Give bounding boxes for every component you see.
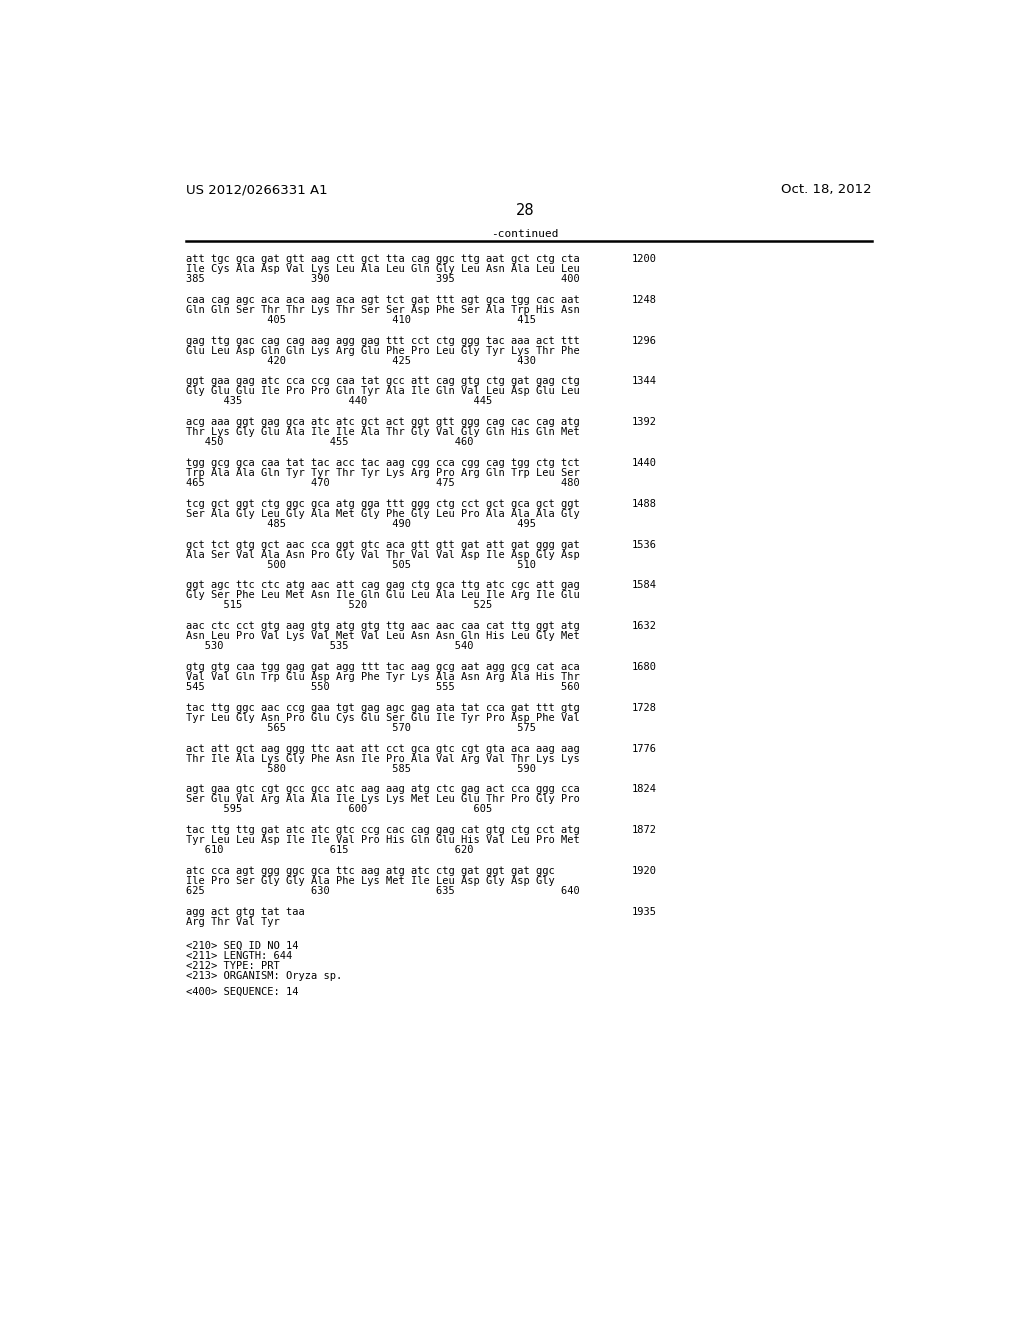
- Text: att tgc gca gat gtt aag ctt gct tta cag ggc ttg aat gct ctg cta: att tgc gca gat gtt aag ctt gct tta cag …: [186, 253, 580, 264]
- Text: 450                 455                 460: 450 455 460: [186, 437, 474, 447]
- Text: 625                 630                 635                 640: 625 630 635 640: [186, 886, 580, 896]
- Text: 580                 585                 590: 580 585 590: [186, 763, 537, 774]
- Text: 1536: 1536: [632, 540, 656, 549]
- Text: tac ttg ggc aac ccg gaa tgt gag agc gag ata tat cca gat ttt gtg: tac ttg ggc aac ccg gaa tgt gag agc gag …: [186, 702, 580, 713]
- Text: 28: 28: [515, 203, 535, 218]
- Text: gag ttg gac cag cag aag agg gag ttt cct ctg ggg tac aaa act ttt: gag ttg gac cag cag aag agg gag ttt cct …: [186, 335, 580, 346]
- Text: 1200: 1200: [632, 253, 656, 264]
- Text: <400> SEQUENCE: 14: <400> SEQUENCE: 14: [186, 987, 299, 997]
- Text: Ile Cys Ala Asp Val Lys Leu Ala Leu Gln Gly Leu Asn Ala Leu Leu: Ile Cys Ala Asp Val Lys Leu Ala Leu Gln …: [186, 264, 580, 273]
- Text: Val Val Gln Trp Glu Asp Arg Phe Tyr Lys Ala Asn Arg Ala His Thr: Val Val Gln Trp Glu Asp Arg Phe Tyr Lys …: [186, 672, 580, 682]
- Text: gtg gtg caa tgg gag gat agg ttt tac aag gcg aat agg gcg cat aca: gtg gtg caa tgg gag gat agg ttt tac aag …: [186, 663, 580, 672]
- Text: 545                 550                 555                 560: 545 550 555 560: [186, 682, 580, 692]
- Text: 1824: 1824: [632, 784, 656, 795]
- Text: 1488: 1488: [632, 499, 656, 508]
- Text: Ser Ala Gly Leu Gly Ala Met Gly Phe Gly Leu Pro Ala Ala Ala Gly: Ser Ala Gly Leu Gly Ala Met Gly Phe Gly …: [186, 508, 580, 519]
- Text: 1440: 1440: [632, 458, 656, 467]
- Text: tac ttg ttg gat atc atc gtc ccg cac cag gag cat gtg ctg cct atg: tac ttg ttg gat atc atc gtc ccg cac cag …: [186, 825, 580, 836]
- Text: agg act gtg tat taa: agg act gtg tat taa: [186, 907, 305, 917]
- Text: 1296: 1296: [632, 335, 656, 346]
- Text: Asn Leu Pro Val Lys Val Met Val Leu Asn Asn Gln His Leu Gly Met: Asn Leu Pro Val Lys Val Met Val Leu Asn …: [186, 631, 580, 642]
- Text: Tyr Leu Leu Asp Ile Ile Val Pro His Gln Glu His Val Leu Pro Met: Tyr Leu Leu Asp Ile Ile Val Pro His Gln …: [186, 836, 580, 845]
- Text: acg aaa ggt gag gca atc atc gct act ggt gtt ggg cag cac cag atg: acg aaa ggt gag gca atc atc gct act ggt …: [186, 417, 580, 428]
- Text: 500                 505                 510: 500 505 510: [186, 560, 537, 569]
- Text: 595                 600                 605: 595 600 605: [186, 804, 493, 814]
- Text: tgg gcg gca caa tat tac acc tac aag cgg cca cgg cag tgg ctg tct: tgg gcg gca caa tat tac acc tac aag cgg …: [186, 458, 580, 467]
- Text: -continued: -continued: [492, 230, 558, 239]
- Text: 1776: 1776: [632, 743, 656, 754]
- Text: 1920: 1920: [632, 866, 656, 876]
- Text: Gln Gln Ser Thr Thr Lys Thr Ser Ser Asp Phe Ser Ala Trp His Asn: Gln Gln Ser Thr Thr Lys Thr Ser Ser Asp …: [186, 305, 580, 314]
- Text: gct tct gtg gct aac cca ggt gtc aca gtt gtt gat att gat ggg gat: gct tct gtg gct aac cca ggt gtc aca gtt …: [186, 540, 580, 549]
- Text: act att gct aag ggg ttc aat att cct gca gtc cgt gta aca aag aag: act att gct aag ggg ttc aat att cct gca …: [186, 743, 580, 754]
- Text: 405                 410                 415: 405 410 415: [186, 314, 537, 325]
- Text: 1392: 1392: [632, 417, 656, 428]
- Text: <211> LENGTH: 644: <211> LENGTH: 644: [186, 950, 293, 961]
- Text: 385                 390                 395                 400: 385 390 395 400: [186, 275, 580, 284]
- Text: 1872: 1872: [632, 825, 656, 836]
- Text: 565                 570                 575: 565 570 575: [186, 723, 537, 733]
- Text: Glu Leu Asp Gln Gln Lys Arg Glu Phe Pro Leu Gly Tyr Lys Thr Phe: Glu Leu Asp Gln Gln Lys Arg Glu Phe Pro …: [186, 346, 580, 355]
- Text: <210> SEQ ID NO 14: <210> SEQ ID NO 14: [186, 941, 299, 950]
- Text: caa cag agc aca aca aag aca agt tct gat ttt agt gca tgg cac aat: caa cag agc aca aca aag aca agt tct gat …: [186, 294, 580, 305]
- Text: ggt gaa gag atc cca ccg caa tat gcc att cag gtg ctg gat gag ctg: ggt gaa gag atc cca ccg caa tat gcc att …: [186, 376, 580, 387]
- Text: aac ctc cct gtg aag gtg atg gtg ttg aac aac caa cat ttg ggt atg: aac ctc cct gtg aag gtg atg gtg ttg aac …: [186, 622, 580, 631]
- Text: tcg gct ggt ctg ggc gca atg gga ttt ggg ctg cct gct gca gct ggt: tcg gct ggt ctg ggc gca atg gga ttt ggg …: [186, 499, 580, 508]
- Text: Ala Ser Val Ala Asn Pro Gly Val Thr Val Val Asp Ile Asp Gly Asp: Ala Ser Val Ala Asn Pro Gly Val Thr Val …: [186, 549, 580, 560]
- Text: Gly Ser Phe Leu Met Asn Ile Gln Glu Leu Ala Leu Ile Arg Ile Glu: Gly Ser Phe Leu Met Asn Ile Gln Glu Leu …: [186, 590, 580, 601]
- Text: Gly Glu Glu Ile Pro Pro Gln Tyr Ala Ile Gln Val Leu Asp Glu Leu: Gly Glu Glu Ile Pro Pro Gln Tyr Ala Ile …: [186, 387, 580, 396]
- Text: 1632: 1632: [632, 622, 656, 631]
- Text: US 2012/0266331 A1: US 2012/0266331 A1: [186, 183, 328, 197]
- Text: 515                 520                 525: 515 520 525: [186, 601, 493, 610]
- Text: Ile Pro Ser Gly Gly Ala Phe Lys Met Ile Leu Asp Gly Asp Gly: Ile Pro Ser Gly Gly Ala Phe Lys Met Ile …: [186, 876, 555, 886]
- Text: agt gaa gtc cgt gcc gcc atc aag aag atg ctc gag act cca ggg cca: agt gaa gtc cgt gcc gcc atc aag aag atg …: [186, 784, 580, 795]
- Text: 485                 490                 495: 485 490 495: [186, 519, 537, 529]
- Text: 1584: 1584: [632, 581, 656, 590]
- Text: 435                 440                 445: 435 440 445: [186, 396, 493, 407]
- Text: 1728: 1728: [632, 702, 656, 713]
- Text: Thr Ile Ala Lys Gly Phe Asn Ile Pro Ala Val Arg Val Thr Lys Lys: Thr Ile Ala Lys Gly Phe Asn Ile Pro Ala …: [186, 754, 580, 763]
- Text: 465                 470                 475                 480: 465 470 475 480: [186, 478, 580, 488]
- Text: atc cca agt ggg ggc gca ttc aag atg atc ctg gat ggt gat ggc: atc cca agt ggg ggc gca ttc aag atg atc …: [186, 866, 555, 876]
- Text: Ser Glu Val Arg Ala Ala Ile Lys Lys Met Leu Glu Thr Pro Gly Pro: Ser Glu Val Arg Ala Ala Ile Lys Lys Met …: [186, 795, 580, 804]
- Text: Oct. 18, 2012: Oct. 18, 2012: [781, 183, 872, 197]
- Text: Tyr Leu Gly Asn Pro Glu Cys Glu Ser Glu Ile Tyr Pro Asp Phe Val: Tyr Leu Gly Asn Pro Glu Cys Glu Ser Glu …: [186, 713, 580, 723]
- Text: 420                 425                 430: 420 425 430: [186, 355, 537, 366]
- Text: 1344: 1344: [632, 376, 656, 387]
- Text: 530                 535                 540: 530 535 540: [186, 642, 474, 651]
- Text: 610                 615                 620: 610 615 620: [186, 845, 474, 855]
- Text: <213> ORGANISM: Oryza sp.: <213> ORGANISM: Oryza sp.: [186, 970, 342, 981]
- Text: <212> TYPE: PRT: <212> TYPE: PRT: [186, 961, 280, 970]
- Text: ggt agc ttc ctc atg aac att cag gag ctg gca ttg atc cgc att gag: ggt agc ttc ctc atg aac att cag gag ctg …: [186, 581, 580, 590]
- Text: 1248: 1248: [632, 294, 656, 305]
- Text: 1935: 1935: [632, 907, 656, 917]
- Text: Thr Lys Gly Glu Ala Ile Ile Ala Thr Gly Val Gly Gln His Gln Met: Thr Lys Gly Glu Ala Ile Ile Ala Thr Gly …: [186, 428, 580, 437]
- Text: Arg Thr Val Tyr: Arg Thr Val Tyr: [186, 917, 280, 927]
- Text: 1680: 1680: [632, 663, 656, 672]
- Text: Trp Ala Ala Gln Tyr Tyr Thr Tyr Lys Arg Pro Arg Gln Trp Leu Ser: Trp Ala Ala Gln Tyr Tyr Thr Tyr Lys Arg …: [186, 469, 580, 478]
